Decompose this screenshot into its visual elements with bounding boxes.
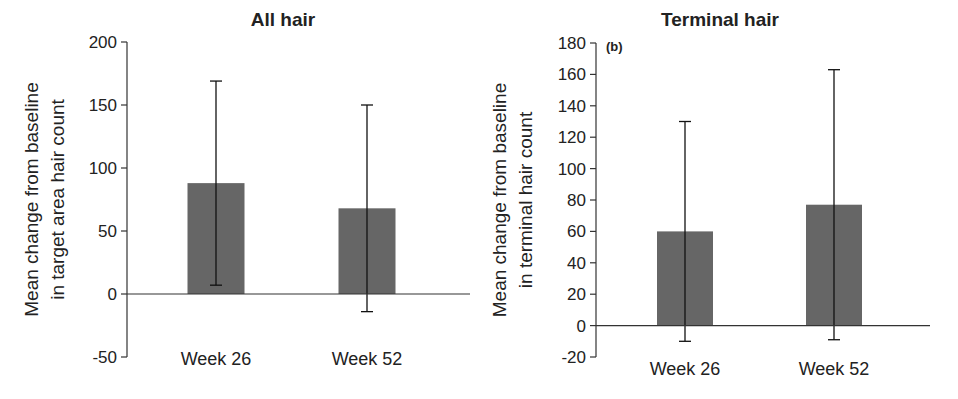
y-tick-label: 150	[89, 96, 117, 115]
y-axis-label: in terminal hair count	[515, 111, 536, 288]
y-tick-label: -20	[561, 348, 586, 367]
y-tick-label: 180	[558, 34, 586, 53]
y-tick	[121, 167, 127, 168]
y-tick	[590, 168, 596, 169]
y-tick	[590, 74, 596, 75]
y-tick-label: -50	[92, 348, 117, 367]
y-tick	[121, 230, 127, 231]
y-axis-line	[126, 42, 127, 357]
y-tick-label: 20	[567, 285, 586, 304]
error-bar	[828, 70, 840, 340]
y-tick-label: 60	[567, 222, 586, 241]
y-tick-label: 160	[558, 65, 586, 84]
x-tick-label: Week 26	[181, 349, 252, 369]
chart: Terminal hair (b) Mean change from baselin…	[489, 9, 930, 379]
x-axis-line	[596, 325, 930, 326]
y-tick-label: 0	[577, 317, 586, 336]
plot-area	[188, 81, 396, 312]
y-axis-label: in target area hair count	[47, 98, 68, 299]
y-tick-label: 120	[558, 128, 586, 147]
figure: All hairMean change from baselinein targ…	[0, 0, 958, 399]
chart-title: Terminal hair	[661, 9, 780, 30]
plot-area	[657, 70, 862, 342]
y-tick	[121, 104, 127, 105]
y-tick	[590, 199, 596, 200]
error-bar	[361, 105, 373, 312]
y-tick	[590, 356, 596, 357]
error-bar	[679, 122, 691, 342]
y-tick-label: 200	[89, 33, 117, 52]
y-axis-label: Mean change from baseline	[21, 82, 42, 316]
y-tick	[121, 293, 127, 294]
y-tick-label: 40	[567, 254, 586, 273]
y-tick	[590, 105, 596, 106]
x-tick-label: Week 52	[332, 349, 403, 369]
x-tick-label: Week 26	[650, 359, 721, 379]
panel-label: (b)	[606, 39, 623, 54]
y-tick-label: 50	[98, 222, 117, 241]
y-tick	[590, 294, 596, 295]
y-tick-label: 0	[108, 285, 117, 304]
y-tick-label: 100	[558, 160, 586, 179]
y-tick-label: 80	[567, 191, 586, 210]
y-tick	[590, 137, 596, 138]
y-tick	[590, 325, 596, 326]
y-axis-label: Mean change from baseline	[489, 83, 510, 317]
y-tick	[590, 231, 596, 232]
y-tick	[121, 41, 127, 42]
x-tick-label: Week 52	[799, 359, 870, 379]
y-tick	[121, 356, 127, 357]
chart: All hair Mean change from baselinein targ…	[21, 9, 470, 369]
chart-title: All hair	[251, 9, 316, 30]
error-bar	[210, 81, 222, 285]
y-tick-label: 100	[89, 159, 117, 178]
y-tick	[590, 262, 596, 263]
y-tick-label: 140	[558, 97, 586, 116]
y-tick	[590, 42, 596, 43]
x-axis-line	[127, 293, 470, 294]
